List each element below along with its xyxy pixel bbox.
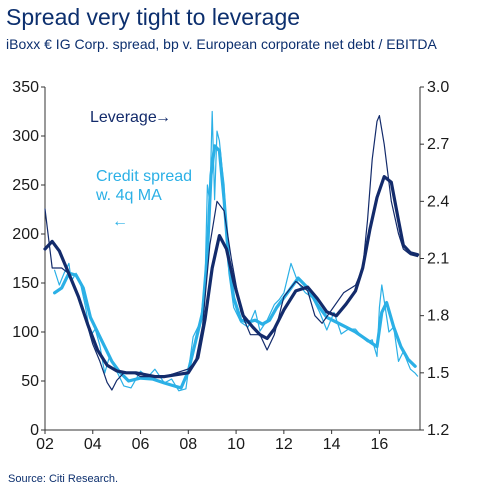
left-tick-label: 350 xyxy=(12,79,39,96)
axes xyxy=(41,86,424,434)
chart-area: 0 50 100 150 200 250 300 350 1.2 1.5 1.8 2.1 2.4 2.7 3… xyxy=(12,79,449,453)
x-tick-label: 12 xyxy=(275,436,293,453)
credit-spread-4q-ma-line xyxy=(52,144,417,390)
annotations: Leverage → Credit spread w. 4q MA ← xyxy=(90,109,192,230)
chart-subtitle: iBoxx € IG Corp. spread, bp v. European … xyxy=(6,36,437,52)
left-tick-label: 150 xyxy=(12,275,39,292)
right-tick-label: 3.0 xyxy=(427,79,449,96)
tick-labels: 0 50 100 150 200 250 300 350 1.2 1.5 1.8 2.1 2.4 2.7 3… xyxy=(12,79,449,453)
right-tick-label: 1.2 xyxy=(427,422,449,439)
x-tick-label: 14 xyxy=(323,436,341,453)
leverage-annotation: Leverage xyxy=(90,109,157,126)
spread-arrow: ← xyxy=(112,213,128,230)
left-tick-label: 300 xyxy=(12,128,39,145)
x-tick-label: 08 xyxy=(179,436,197,453)
right-tick-label: 2.1 xyxy=(427,251,449,268)
x-tick-label: 16 xyxy=(370,436,388,453)
leverage-4q-ma-line xyxy=(43,175,420,379)
spread-annotation-line2: w. 4q MA xyxy=(95,187,162,204)
series-lines xyxy=(43,110,420,392)
left-tick-label: 200 xyxy=(12,226,39,243)
right-tick-label: 2.7 xyxy=(427,136,449,153)
x-tick-label: 06 xyxy=(132,436,150,453)
spread-annotation-line1: Credit spread xyxy=(96,168,192,185)
chart-title: Spread very tight to leverage xyxy=(6,4,301,30)
left-tick-label: 0 xyxy=(30,422,39,439)
right-tick-label: 2.4 xyxy=(427,193,449,210)
left-tick-label: 50 xyxy=(21,373,39,390)
left-tick-label: 250 xyxy=(12,177,39,194)
right-tick-label: 1.5 xyxy=(427,365,449,382)
x-tick-label: 02 xyxy=(36,436,54,453)
leverage-arrow: → xyxy=(155,109,171,126)
credit-spread-line xyxy=(53,110,419,392)
x-tick-label: 04 xyxy=(84,436,102,453)
x-tick-label: 10 xyxy=(227,436,245,453)
left-tick-label: 100 xyxy=(12,324,39,341)
source-note: Source: Citi Research. xyxy=(8,473,119,485)
right-tick-label: 1.8 xyxy=(427,308,449,325)
